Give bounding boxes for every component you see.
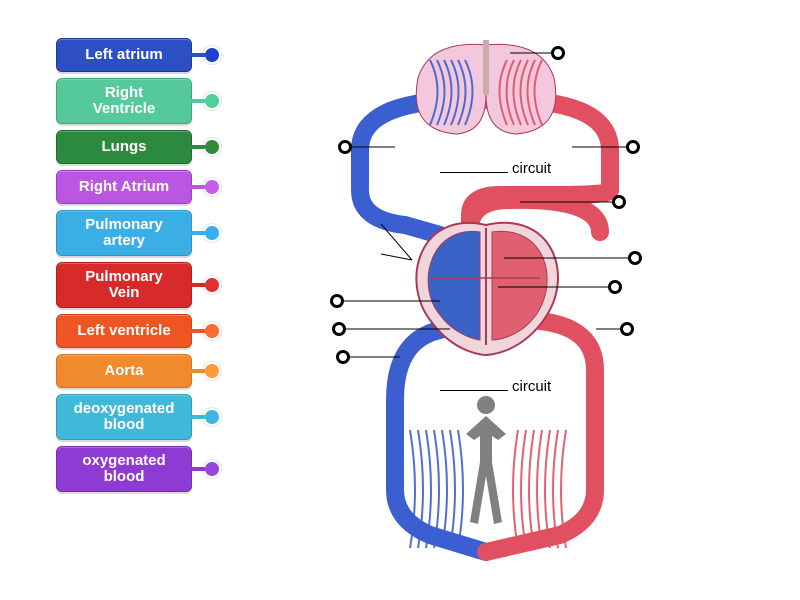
label-pill-left-ventricle[interactable]: Left ventricle [56,314,192,348]
drop-target-pulm-vein-target[interactable] [626,140,640,154]
label-pill-oxygenated-blood[interactable]: oxygenatedblood [56,446,192,492]
label-pill-lungs[interactable]: Lungs [56,130,192,164]
label-pill-right-atrium[interactable]: Right Atrium [56,170,192,204]
label-pill-pulmonary-artery[interactable]: Pulmonaryartery [56,210,192,256]
drop-target-left-vent-target[interactable] [608,280,622,294]
label-pill-deoxygenated-blood[interactable]: deoxygenatedblood [56,394,192,440]
drop-target-right-vent-target[interactable] [332,322,346,336]
pulmonary-circuit-label: circuit [440,160,551,177]
drop-target-left-atrium-target[interactable] [628,251,642,265]
drop-target-oxy-blood-target[interactable] [620,322,634,336]
circulatory-diagram [230,20,770,580]
drop-target-pulm-artery-target[interactable] [338,140,352,154]
drop-target-aorta-target[interactable] [612,195,626,209]
label-pill-pulmonary-vein[interactable]: PulmonaryVein [56,262,192,308]
label-pill-right-ventricle[interactable]: RightVentricle [56,78,192,124]
label-pill-aorta[interactable]: Aorta [56,354,192,388]
drop-target-right-atrium-target[interactable] [330,294,344,308]
stage: Left atrium RightVentricle Lungs Right Atri… [0,0,800,600]
drop-target-lungs-target[interactable] [551,46,565,60]
drop-target-deoxy-blood-target[interactable] [336,350,350,364]
label-pill-left-atrium[interactable]: Left atrium [56,38,192,72]
label-bank: Left atrium RightVentricle Lungs Right Atri… [56,38,192,498]
systemic-circuit-label: circuit [440,378,551,395]
